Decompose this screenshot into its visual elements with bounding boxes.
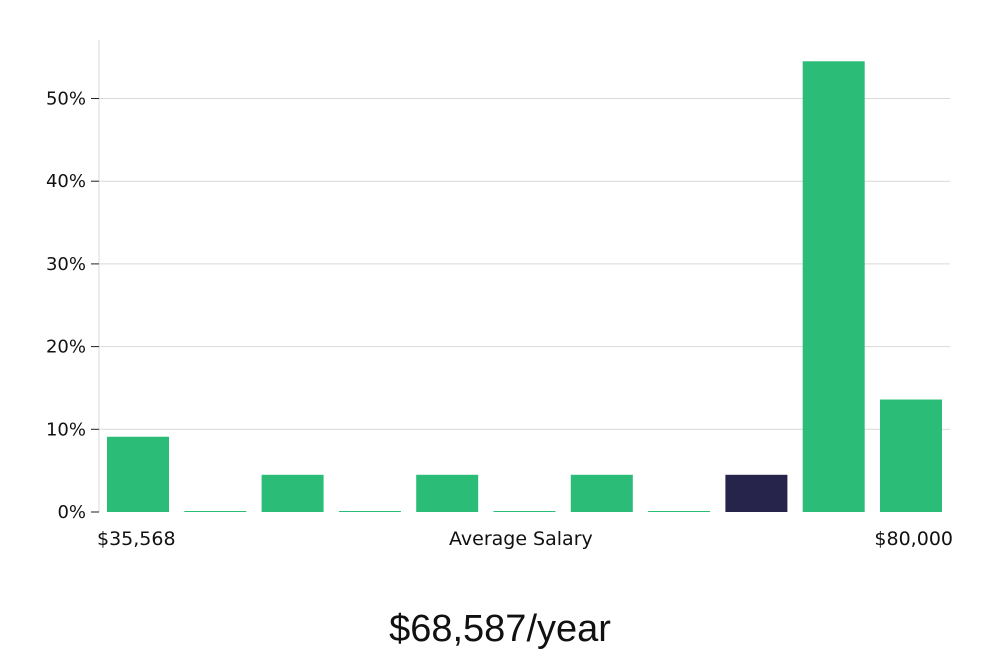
y-tick-label: 0%: [57, 502, 86, 523]
y-tick-labels: 0% 10% 20% 30% 40% 50%: [46, 89, 99, 523]
bar: [184, 511, 247, 512]
bar: [261, 474, 324, 512]
bar: [570, 474, 633, 512]
y-tick-label: 40%: [46, 171, 86, 192]
average-salary-headline: $68,587/year: [389, 608, 611, 650]
bar: [107, 436, 169, 512]
x-max-label: $80,000: [874, 528, 953, 550]
bar: [338, 511, 401, 512]
x-axis-title: Average Salary: [449, 528, 593, 550]
bars: [107, 61, 942, 512]
y-tick-label: 50%: [46, 89, 86, 110]
bar: [648, 511, 711, 512]
y-tick-label: 10%: [46, 419, 86, 440]
y-tick-label: 20%: [46, 337, 86, 358]
x-min-label: $35,568: [97, 528, 176, 550]
bar: [493, 511, 556, 512]
bar-highlighted: [725, 474, 788, 512]
bar: [802, 61, 865, 512]
bar: [880, 399, 942, 512]
y-tick-label: 30%: [46, 254, 86, 275]
salary-histogram: 0% 10% 20% 30% 40% 50%: [46, 40, 950, 523]
bar: [416, 474, 479, 512]
